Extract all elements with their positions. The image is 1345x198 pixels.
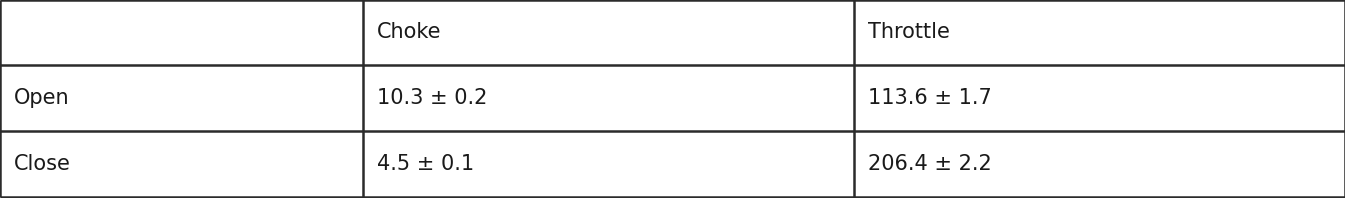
Text: 113.6 ± 1.7: 113.6 ± 1.7 (868, 88, 991, 108)
Text: Open: Open (13, 88, 70, 108)
Text: 10.3 ± 0.2: 10.3 ± 0.2 (377, 88, 487, 108)
Text: 4.5 ± 0.1: 4.5 ± 0.1 (377, 154, 475, 174)
Text: Throttle: Throttle (868, 23, 950, 43)
Text: 206.4 ± 2.2: 206.4 ± 2.2 (868, 154, 991, 174)
Text: Close: Close (13, 154, 71, 174)
Text: Choke: Choke (377, 23, 441, 43)
